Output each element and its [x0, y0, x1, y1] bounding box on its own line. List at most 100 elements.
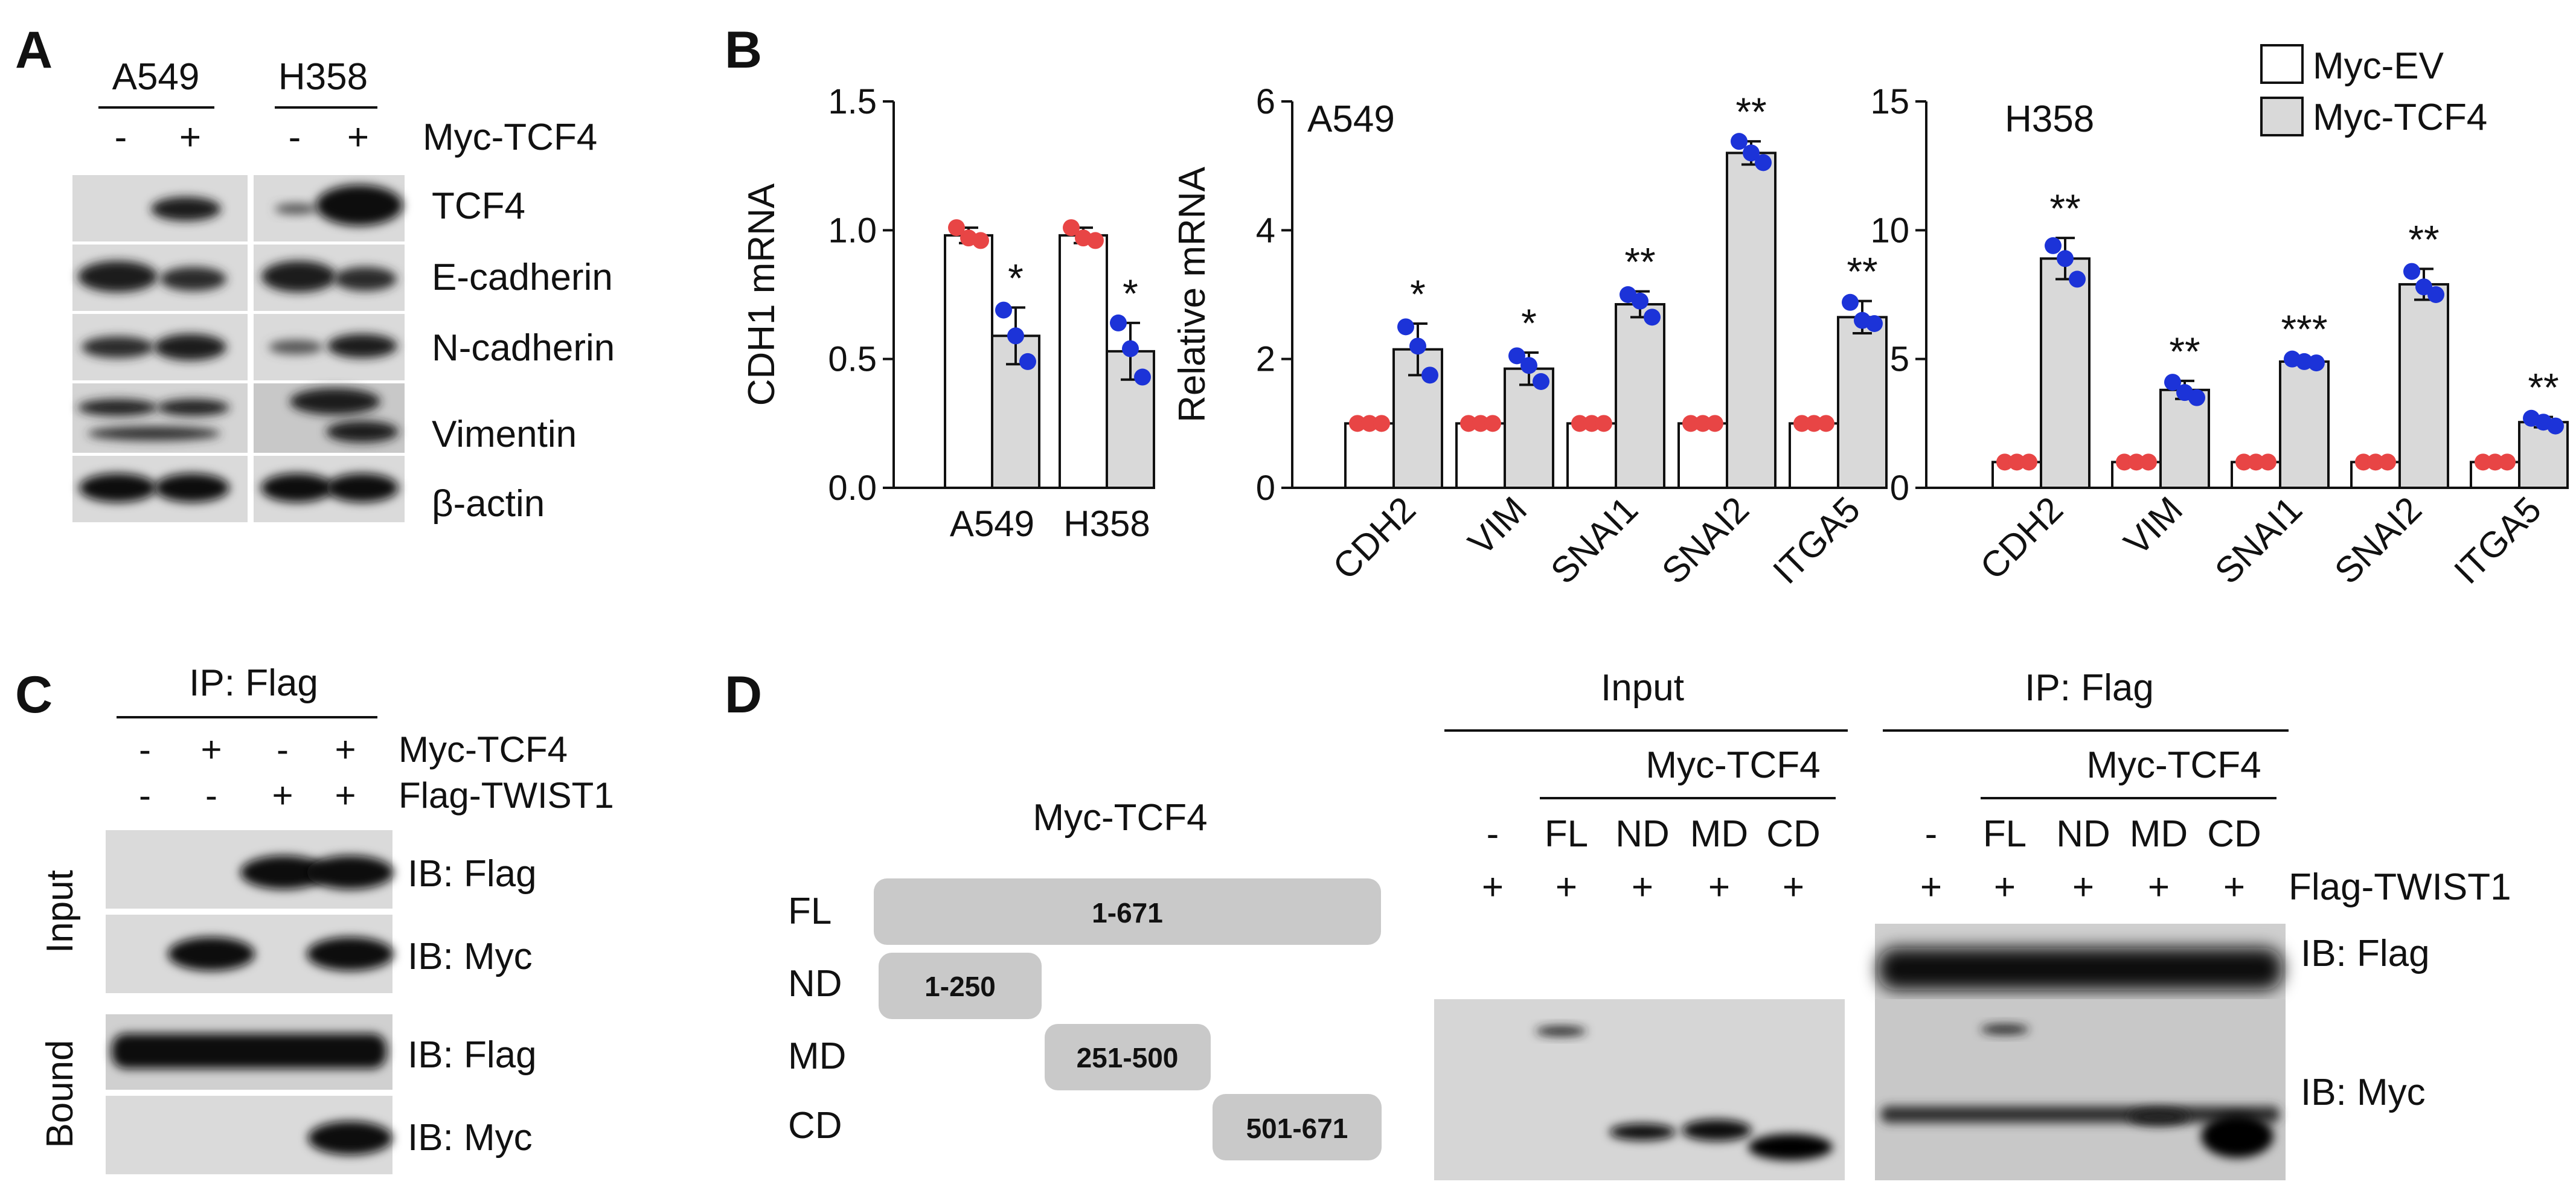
bar-ev [1677, 422, 1728, 489]
panel-letter-a: A [15, 21, 53, 79]
blot-band [269, 340, 323, 354]
bar-ev [1566, 422, 1617, 489]
significance-label: * [1521, 301, 1537, 345]
lane-sign: + [200, 729, 222, 770]
blot-band [275, 203, 317, 214]
x-tick-label: H358 [1063, 504, 1150, 544]
panel-letter-d: D [725, 666, 762, 724]
data-point-tcf4 [1842, 293, 1859, 311]
blot-band [326, 421, 399, 443]
blot-band [78, 261, 158, 292]
lane-sign: + [335, 729, 356, 770]
x-tick-label: ITGA5 [2446, 489, 2549, 592]
blot-band [1609, 1124, 1676, 1140]
construct-nd: ND 1-250 [788, 953, 1042, 1019]
blot-row-label: E-cadherin [432, 257, 613, 298]
myc-label: Myc-TCF4 [2086, 744, 2261, 786]
lane-sign: - [289, 117, 301, 158]
y-tick-label: 4 [1256, 211, 1275, 250]
significance-label: ** [2408, 217, 2439, 261]
y-tick-label: 6 [1256, 82, 1275, 121]
data-point-ev [1361, 415, 1378, 432]
legend-swatch-tcf4 [2260, 97, 2304, 136]
legend-label: Myc-EV [2313, 45, 2444, 87]
blot-band [168, 937, 255, 971]
data-point-tcf4 [1743, 144, 1760, 162]
blot-band [2201, 1114, 2273, 1158]
y-tick-label: 15 [1870, 82, 1909, 121]
construct-range: 1-250 [924, 971, 996, 1002]
input-label: Input [1601, 667, 1684, 709]
data-point-tcf4 [1134, 368, 1151, 386]
data-point-ev [2355, 453, 2372, 471]
blot-band [261, 473, 333, 502]
y-tick-label: 2 [1256, 340, 1275, 379]
blot-band [1536, 1026, 1586, 1036]
chart-cdh1: 0.0 0.5 1.0 1.5 CDH1 mRNA * A549 * H358 [741, 82, 1155, 544]
data-point-ev [2235, 453, 2252, 471]
significance-label: ** [2528, 365, 2558, 410]
data-point-ev [1373, 415, 1390, 432]
data-point-tcf4 [1019, 353, 1036, 370]
data-point-ev [2248, 453, 2264, 471]
blot-row-label: Vimentin [432, 414, 577, 455]
construct-box [874, 878, 1381, 945]
data-point-tcf4 [995, 301, 1012, 319]
data-point-tcf4 [2427, 286, 2444, 303]
data-point-tcf4 [1007, 327, 1024, 345]
panel-letter-b: B [725, 21, 762, 79]
lane-label: ND [2056, 813, 2110, 855]
data-point-ev [1793, 415, 1810, 432]
lane-label: ND [1615, 813, 1670, 855]
lane-label: FL [1545, 813, 1588, 855]
chart-title: A549 [1307, 98, 1395, 140]
blot-band [2129, 1108, 2189, 1125]
data-point-tcf4 [2547, 417, 2564, 435]
lane-label: FL [1983, 813, 2027, 855]
ib-label: IB: Flag [408, 853, 537, 895]
data-point-ev [1694, 415, 1711, 432]
data-point-ev [948, 219, 965, 237]
condition-label: Myc-TCF4 [399, 729, 568, 770]
construct-range: 1-671 [1092, 897, 1163, 929]
ib-label: IB: Flag [2301, 933, 2430, 974]
plus-sign: + [2072, 866, 2094, 908]
ib-label: IB: Myc [2301, 1072, 2426, 1113]
y-axis-label: Relative mRNA [1171, 166, 1213, 422]
data-point-ev [1349, 415, 1366, 432]
lane-sign: - [139, 775, 151, 816]
cell-line-label: H358 [278, 56, 368, 98]
plus-sign: + [1920, 866, 1942, 908]
blot-band [327, 334, 397, 358]
bar-ev [1455, 422, 1506, 489]
blot-band [88, 426, 220, 441]
plus-sign: + [2223, 866, 2245, 908]
data-point-tcf4 [2188, 389, 2205, 406]
significance-label: * [1008, 255, 1024, 300]
construct-title: Myc-TCF4 [1033, 797, 1207, 839]
bar-ev [944, 234, 993, 489]
blot-band [155, 473, 229, 502]
lane-label: - [1925, 813, 1938, 855]
x-tick-label: SNAI1 [1543, 489, 1645, 592]
chart-legend: Myc-EV Myc-TCF4 [2260, 44, 2487, 138]
y-tick-label: 5 [1890, 340, 1909, 379]
blot-band [1682, 1119, 1752, 1141]
legend-label: Myc-TCF4 [2313, 97, 2487, 138]
blot-band [82, 336, 154, 358]
lane-sign: + [272, 775, 293, 816]
data-point-tcf4 [1110, 314, 1127, 331]
data-point-tcf4 [1632, 292, 1648, 310]
cell-line-label: A549 [112, 56, 200, 98]
data-point-ev [2487, 453, 2504, 471]
data-point-tcf4 [2403, 263, 2420, 280]
data-point-ev [1571, 415, 1588, 432]
data-point-ev [1583, 415, 1600, 432]
significance-label: ** [1735, 89, 1766, 134]
blot-band [160, 267, 226, 291]
bar-ev [1789, 422, 1839, 489]
significance-label: ** [2049, 186, 2080, 231]
lane-label: CD [2207, 813, 2261, 855]
lane-label: - [1487, 813, 1499, 855]
